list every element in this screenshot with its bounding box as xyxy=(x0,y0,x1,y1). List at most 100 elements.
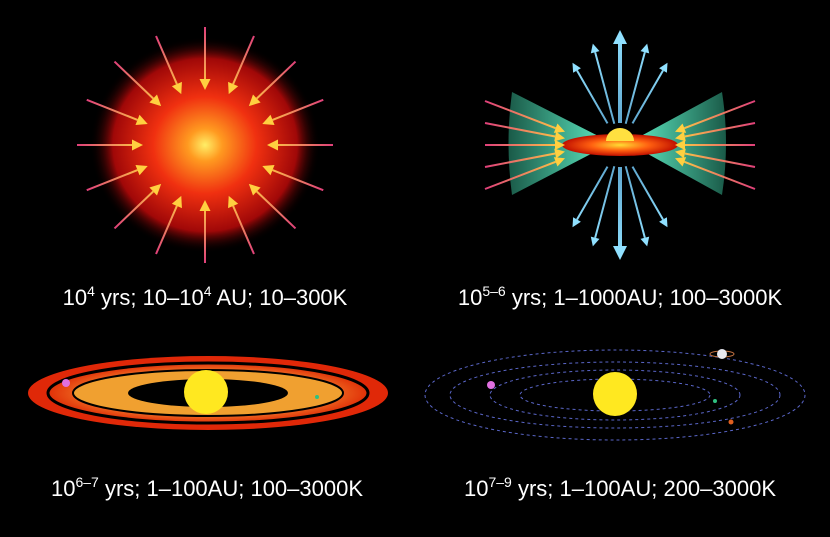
arrow-head xyxy=(590,236,600,247)
caption-exponent: 7–9 xyxy=(488,474,512,490)
arrow-shaft xyxy=(484,152,556,168)
star xyxy=(184,370,228,414)
arrow-head xyxy=(613,30,627,44)
arrow-head xyxy=(659,217,668,228)
planet xyxy=(717,349,727,359)
arrow-shaft xyxy=(684,122,756,138)
arrow-shaft xyxy=(631,70,664,124)
arrow-head xyxy=(554,131,565,142)
arrow-head xyxy=(554,148,565,159)
arrow-head xyxy=(262,164,275,176)
caption: 105–6 yrs; 1–1000AU; 100–3000K xyxy=(458,283,783,310)
protostar xyxy=(606,128,634,141)
arrow-shaft xyxy=(232,205,255,255)
arrow-shaft xyxy=(86,98,138,121)
caption-text: 10 xyxy=(51,476,75,501)
arrow-head xyxy=(675,131,686,142)
arrow-shaft xyxy=(256,60,297,100)
outflow-arrows xyxy=(484,30,756,260)
arrow-head xyxy=(675,148,686,159)
arrow-shaft xyxy=(484,160,557,190)
arrow-head xyxy=(171,195,182,209)
orbit xyxy=(489,369,741,421)
arrow-head xyxy=(553,123,565,133)
arrow-shaft xyxy=(624,52,646,125)
caption-text: AU; 10–300K xyxy=(212,285,348,310)
planet xyxy=(315,395,319,399)
orbit xyxy=(449,361,781,429)
arrow-head xyxy=(135,164,148,176)
caption-text: 10 xyxy=(458,285,482,310)
arrow-shaft xyxy=(624,165,646,238)
caption-text: 10 xyxy=(464,476,488,501)
caption-text: 10 xyxy=(63,285,87,310)
arrow-head xyxy=(675,123,687,133)
arrow-head xyxy=(262,114,275,126)
caption: 104 yrs; 10–104 AU; 10–300K xyxy=(63,283,348,310)
arrow-shaft xyxy=(256,190,297,230)
arrow-head xyxy=(171,81,182,95)
arrow-head xyxy=(267,139,278,151)
orbit xyxy=(424,349,806,441)
arrow-head xyxy=(640,43,650,54)
arrow-shaft xyxy=(113,190,154,230)
caption: 107–9 yrs; 1–100AU; 200–3000K xyxy=(464,474,776,501)
arrow-head xyxy=(199,200,211,211)
disk xyxy=(562,134,678,156)
arrow-head xyxy=(675,157,687,167)
arrow-head xyxy=(149,94,162,107)
arrow-head xyxy=(640,236,650,247)
collapsing-cloud xyxy=(90,37,320,253)
arrow-head xyxy=(590,43,600,54)
planet xyxy=(62,379,70,387)
caption-text: yrs; 1–100AU; 200–3000K xyxy=(512,476,777,501)
arrow-shaft xyxy=(272,98,324,121)
arrow-head xyxy=(199,79,211,90)
arrow-shaft xyxy=(113,60,154,100)
caption-text: yrs; 10–10 xyxy=(95,285,204,310)
arrow-shaft xyxy=(155,205,178,255)
arrow-shaft xyxy=(683,160,756,190)
arrow-head xyxy=(132,139,143,151)
arrow-shaft xyxy=(484,122,556,138)
arrow-head xyxy=(572,217,581,228)
caption-text: yrs; 1–1000AU; 100–3000K xyxy=(506,285,783,310)
planet xyxy=(728,419,734,425)
planet xyxy=(713,399,717,403)
arrow-head xyxy=(135,114,148,126)
caption: 106–7 yrs; 1–100AU; 100–3000K xyxy=(51,474,363,501)
caption-exponent: 4 xyxy=(87,283,95,299)
arrow-shaft xyxy=(631,166,664,220)
caption-exponent: 5–6 xyxy=(482,283,506,299)
arrow-shaft xyxy=(86,169,138,192)
arrow-shaft xyxy=(155,35,178,85)
arrow-shaft xyxy=(232,35,255,85)
arrow-head xyxy=(572,62,581,73)
arrow-shaft xyxy=(576,70,609,124)
caption-exponent: 6–7 xyxy=(75,474,99,490)
arrow-head xyxy=(675,140,685,150)
arrow-head xyxy=(228,195,239,209)
infall-arrows xyxy=(77,27,333,263)
arrow-shaft xyxy=(576,166,609,220)
planet xyxy=(487,381,495,389)
caption-text: yrs; 1–100AU; 100–3000K xyxy=(99,476,364,501)
arrow-shaft xyxy=(594,165,616,238)
caption-exponent: 4 xyxy=(204,283,212,299)
arrow-head xyxy=(248,183,261,196)
arrow-head xyxy=(248,94,261,107)
arrow-shaft xyxy=(484,100,557,130)
star xyxy=(593,372,637,416)
arrow-shaft xyxy=(684,152,756,168)
arrow-shaft xyxy=(272,169,324,192)
arrow-head xyxy=(228,81,239,95)
arrow-head xyxy=(659,62,668,73)
arrow-shaft xyxy=(594,52,616,125)
arrow-shaft xyxy=(683,100,756,130)
arrow-head xyxy=(553,157,565,167)
arrow-head xyxy=(149,183,162,196)
arrow-head xyxy=(555,140,565,150)
arrow-head xyxy=(613,246,627,260)
